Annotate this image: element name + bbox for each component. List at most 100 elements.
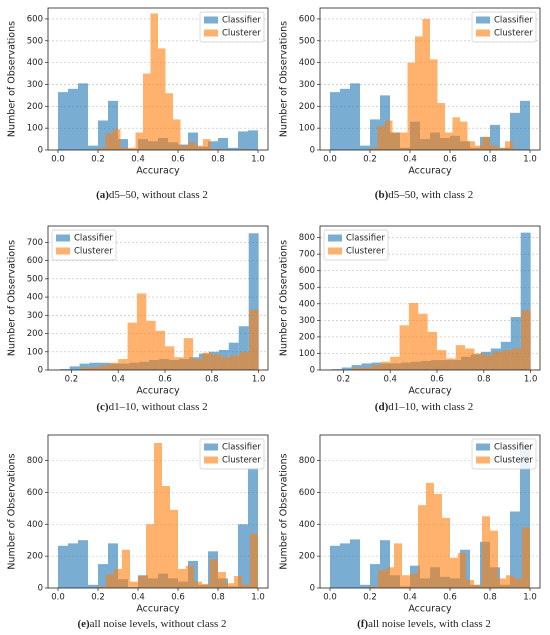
histogram-bar [520, 446, 530, 588]
histogram-bar [520, 232, 531, 370]
y-tick-label: 400 [299, 520, 315, 530]
histogram-bar [195, 145, 203, 150]
legend-label: Clusterer [494, 29, 533, 39]
y-tick-label: 200 [299, 332, 315, 342]
y-tick-label: 200 [27, 102, 43, 112]
histogram-bar [482, 136, 490, 150]
x-tick-label: 0.2 [363, 155, 377, 165]
histogram-bar [380, 361, 391, 370]
histogram-bar [108, 543, 118, 588]
histogram-bar [120, 147, 128, 150]
histogram-bar [173, 119, 181, 150]
y-tick-label: 0 [38, 146, 43, 156]
histogram-bar [502, 350, 512, 370]
histogram-bar [59, 369, 70, 370]
histogram-bar [361, 363, 372, 370]
legend-swatch [204, 456, 218, 464]
axes-frame [319, 434, 541, 589]
histogram-bar [437, 350, 447, 370]
histogram-bar [146, 524, 154, 588]
histogram-bar [422, 18, 430, 150]
y-tick-label: 100 [299, 124, 315, 134]
legend-label: Clusterer [222, 456, 261, 466]
caption: (b)d5–50, with class 2 [375, 189, 473, 201]
panel: 0 100 200 300 400 500 600 700 800 0.2 0.4 0.6 0.8 1.0… [279, 225, 541, 413]
histogram-bar [135, 132, 143, 150]
y-tick-label: 600 [27, 488, 43, 498]
histogram-bar [511, 348, 522, 370]
x-tick-label: 0.6 [158, 375, 172, 385]
histogram-bar [78, 540, 88, 588]
histogram-bar [371, 365, 381, 370]
histogram-bar [69, 366, 80, 370]
histogram-bar [450, 557, 458, 588]
histogram-bar [108, 362, 119, 370]
axes-frame [319, 7, 541, 151]
histogram-bar [493, 351, 503, 370]
histogram-bar [183, 338, 194, 370]
histogram-bar [208, 141, 218, 150]
caption-text: all noise levels, with class 2 [368, 618, 491, 630]
x-axis-label: Accuracy [408, 386, 452, 397]
y-tick-label: 800 [299, 233, 315, 243]
histogram-bar [360, 145, 370, 150]
histogram-bar [143, 73, 151, 150]
histogram-bar [162, 486, 170, 588]
histogram-bar [452, 117, 460, 150]
histogram-bar [210, 559, 218, 588]
y-tick-label: 100 [27, 347, 43, 357]
histogram-bar [352, 367, 363, 370]
histogram-bar [483, 355, 494, 370]
histogram-bar [402, 575, 410, 588]
x-tick-label: 0.8 [211, 593, 225, 603]
histogram-bar [362, 367, 372, 370]
y-axis-label: Number of Observations [279, 21, 290, 137]
x-tick-label: 0.6 [171, 593, 185, 603]
x-tick-label: 0.8 [483, 155, 497, 165]
caption-label: (e) [77, 618, 90, 630]
y-tick-label: 100 [27, 124, 43, 134]
histogram-bar [238, 326, 249, 370]
histogram-bar [514, 578, 522, 588]
histogram-bar [510, 112, 520, 150]
x-tick-label: 1.0 [524, 375, 538, 385]
histogram-bar [218, 572, 226, 588]
histogram-bar [506, 575, 514, 588]
histogram-bar [399, 325, 409, 370]
histogram-bar [434, 493, 442, 588]
x-tick-label: 0.4 [131, 593, 145, 603]
histogram-bar [174, 357, 184, 370]
x-tick-label: 0.8 [477, 375, 491, 385]
y-tick-label: 700 [299, 250, 315, 260]
y-tick-label: 0 [38, 366, 43, 376]
x-tick-label: 0.2 [65, 375, 79, 385]
histogram-bar [130, 581, 138, 588]
histogram-bar [150, 13, 158, 151]
legend-label: Classifier [222, 443, 261, 453]
histogram-bar [465, 348, 475, 370]
histogram-bar [68, 88, 78, 150]
x-tick-label: 1.0 [251, 593, 265, 603]
legend-swatch [204, 443, 218, 451]
x-tick-label: 1.0 [523, 593, 537, 603]
caption-text: d5–50, without class 2 [109, 189, 208, 201]
x-tick-label: 0.0 [323, 593, 337, 603]
histogram-bar [108, 100, 118, 150]
histogram-bar [158, 48, 166, 150]
histogram-bar [370, 147, 378, 150]
panel: 0 100 200 300 400 500 600 0.0 0.2 0.4 0.6 0.8 1.0 Acc… [279, 7, 541, 201]
y-tick-label: 300 [27, 80, 43, 90]
histogram-bar [370, 119, 380, 150]
x-tick-label: 0.4 [111, 375, 125, 385]
histogram-bar [505, 141, 513, 150]
histogram-bar [442, 517, 450, 588]
x-tick-label: 0.8 [483, 593, 497, 603]
histogram-bar [203, 139, 211, 150]
histogram-bar [221, 357, 231, 370]
histogram-bar [98, 120, 108, 150]
histogram-bar [427, 331, 438, 370]
histogram-bar [248, 467, 258, 588]
x-axis-label: Accuracy [408, 166, 452, 177]
x-tick-label: 1.0 [251, 155, 265, 165]
y-tick-label: 500 [27, 274, 43, 284]
